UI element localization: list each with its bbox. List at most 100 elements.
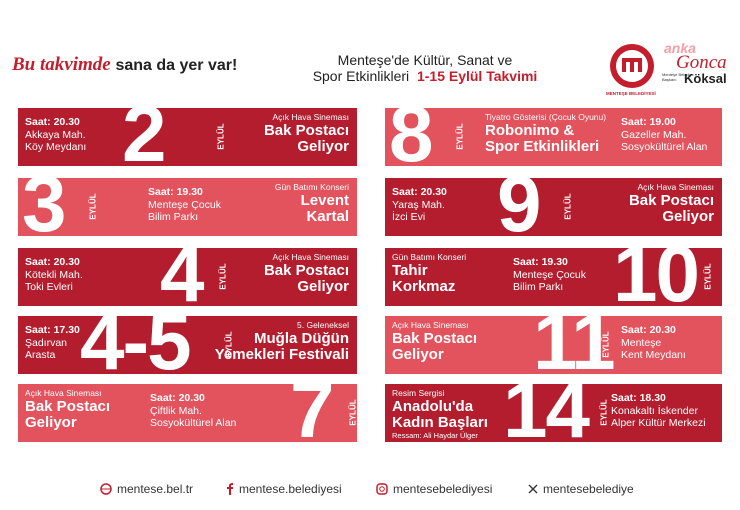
mayor-last: Köksal [684,71,727,86]
title-line-2: Spor Etkinlikleri 1-15 Eylül Takvimi [280,68,570,84]
event-info: Saat: 17.30 Şadırvan Arasta [25,324,80,362]
event-time: Saat: 20.30 [392,186,447,198]
event-category: Gün Batımı Konseri [274,182,349,192]
event-time: Saat: 19.00 [621,116,676,128]
event-time: Saat: 20.30 [25,256,80,268]
event-month: EYLÜL [703,263,713,290]
event-title: Geliyor [392,346,444,363]
event-title: Bak Postacı [628,192,714,209]
event-month: EYLÜL [563,193,573,220]
event-title: Anadolu'da [392,398,474,415]
footer-ig: mentesebelediyesi [376,482,492,496]
event-card: 7 EYLÜL Saat: 20.30 Çiftlik Mah. Sosyokültür… [18,370,358,450]
event-category: Gün Batımı Konseri [392,252,467,262]
tagline-accent: Bu takvimde [12,54,111,75]
event-title: Muğla Düğün [254,330,349,347]
icon [227,483,233,495]
event-card: 10 EYLÜL Saat: 19.30 Menteşe Çocuk Bilim Par… [385,234,722,314]
event-title: Tahir [392,262,428,279]
event-title: Spor Etkinlikleri [485,138,600,155]
event-day: 4-5 [80,297,192,386]
event-month: EYLÜL [601,331,611,358]
mayor-first: Gonca [676,52,727,73]
event-info: Saat: 19.30 Menteşe Çocuk Bilim Parkı [513,256,586,294]
icon [528,484,538,494]
mayor-role: Menteşe Belediye Başkanı [662,72,694,82]
event-title: Levent [300,192,349,209]
event-category: Açık Hava Sineması [637,182,714,192]
event-heading: Gün Batımı Konseri Tahir Korkmaz [392,252,466,295]
event-card: 2 EYLÜL Saat: 20.30 Akkaya Mah. Köy Meydanı A… [18,94,357,174]
event-day: 8 [389,89,433,178]
event-month: EYLÜL [88,193,98,220]
title-line: Menteşe'de Kültür, Sanat ve [337,52,513,68]
event-place: Menteşe Çocuk [148,198,221,211]
event-heading: 5. Geleneksel Muğla Düğün Yemekleri Festiv… [215,320,349,363]
facebook: mentese.belediyesi [239,482,342,496]
icon [376,483,388,495]
event-day: 9 [497,159,541,248]
event-month: EYLÜL [348,399,358,426]
event-place: Menteşe [621,336,662,349]
event-place: Şadırvan [25,336,68,349]
event-place: Kötekli Mah. [25,268,83,281]
footer-web: mentese.bel.tr [100,482,193,496]
event-place: Akkaya Mah. [25,128,86,141]
event-info: Saat: 19.00 Gazeller Mah. Sosyokültürel Al… [621,116,707,154]
tagline: Bu takvimde sana da yer var! [12,54,237,76]
event-heading: Açık Hava Sineması Bak Postacı Geliyor [629,182,714,225]
event-title: Kartal [306,208,349,225]
event-place: Kent Meydanı [621,349,686,361]
event-title: Yemekleri Festivali [214,346,349,363]
event-day: 2 [122,89,166,178]
event-heading: Gün Batımı Konseri Levent Kartal [275,182,349,225]
event-month: EYLÜL [455,123,465,150]
event-time: Saat: 18.30 [611,392,666,404]
header-title: Menteşe'de Kültür, Sanat ve Spor Etkinli… [280,52,570,84]
event-place: Yaraş Mah. [392,198,445,211]
event-place: İzci Evi [392,211,426,223]
event-time: Saat: 17.30 [25,324,80,336]
footer-fb: mentese.belediyesi [226,482,342,496]
event-heading: Açık Hava Sineması Bak Postacı Geliyor [25,388,110,431]
website: mentese.bel.tr [117,482,194,496]
event-title: Geliyor [297,278,349,295]
event-month: EYLÜL [599,399,609,426]
tagline-rest: sana da yer var! [115,57,238,74]
event-info: Saat: 20.30 Menteşe Kent Meydanı [621,324,686,362]
event-heading: Açık Hava Sineması Bak Postacı Geliyor [392,320,477,363]
event-place: Çiftlik Mah. [150,404,202,417]
event-heading: Açık Hava Sineması Bak Postacı Geliyor [264,112,349,155]
event-heading: Açık Hava Sineması Bak Postacı Geliyor [264,252,349,295]
event-place: Sosyokültürel Alan [150,417,237,429]
event-info: Saat: 19.30 Menteşe Çocuk Bilim Parkı [148,186,221,224]
event-place: Bilim Parkı [513,281,564,293]
icon [100,483,112,495]
event-info: Saat: 20.30 Yaraş Mah. İzci Evi [392,186,447,224]
event-title: Bak Postacı [392,330,478,347]
event-time: Saat: 20.30 [621,324,676,336]
event-time: Saat: 20.30 [25,116,80,128]
event-category: Tiyatro Gösterisi (Çocuk Oyunu) [485,112,607,122]
event-time: Saat: 19.30 [513,256,568,268]
event-title: Bak Postacı [263,122,349,139]
event-info: Saat: 20.30 Kötekli Mah. Toki Evleri [25,256,83,294]
event-day: 3 [22,159,66,248]
x-handle: mentesebelediye [543,482,634,496]
municipality-logo [610,44,654,88]
event-title: Kadın Başları [392,414,488,431]
title-line: Spor Etkinlikleri [312,68,410,84]
event-month: EYLÜL [218,263,228,290]
event-place: Toki Evleri [25,281,73,293]
footer-x: mentesebelediye [528,482,634,496]
brand: anka [664,40,696,56]
event-place: Konakaltı İskender [611,404,698,417]
event-title: Korkmaz [392,278,456,295]
event-heading: Resim Sergisi Anadolu'da Kadın Başları Ress… [392,388,488,441]
instagram: mentesebelediyesi [393,482,493,496]
event-day: 4 [160,229,204,318]
event-place: Alper Kültür Merkezi [611,417,706,429]
event-category: Açık Hava Sineması [392,320,469,330]
event-card: 11 EYLÜL Saat: 20.30 Menteşe Kent Meydanı Açı… [385,302,722,382]
